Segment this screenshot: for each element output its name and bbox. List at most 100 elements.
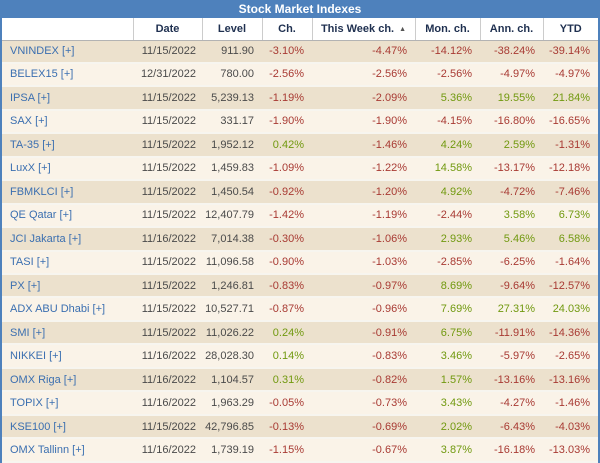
ytd-cell: -16.65% xyxy=(543,109,598,135)
week-change-cell: -0.83% xyxy=(312,344,415,369)
index-name-link[interactable]: OMX Tallinn [+] xyxy=(2,438,133,463)
month-change-cell: 5.36% xyxy=(415,86,480,111)
week-change-cell: -4.47% xyxy=(312,40,415,64)
column-header-label: Level xyxy=(217,22,247,35)
index-name-link[interactable]: TA-35 [+] xyxy=(2,133,133,158)
index-name-link[interactable]: VNINDEX [+] xyxy=(2,40,133,64)
column-header-ch[interactable]: Ch. xyxy=(262,18,313,41)
change-cell: 0.42% xyxy=(262,133,312,158)
index-name-link[interactable]: PX [+] xyxy=(2,274,133,299)
week-change-cell: -1.06% xyxy=(312,227,415,252)
index-name-link[interactable]: ADX ABU Dhabi [+] xyxy=(2,297,133,322)
level-cell: 1,459.83 xyxy=(202,156,262,182)
ytd-cell: 24.03% xyxy=(543,297,598,322)
annual-change-cell: 2.59% xyxy=(480,133,543,158)
index-name-link[interactable]: SMI [+] xyxy=(2,320,133,346)
index-name-link[interactable]: TASI [+] xyxy=(2,250,133,276)
annual-change-cell: -11.91% xyxy=(480,320,543,346)
column-header-blank[interactable] xyxy=(2,18,134,41)
date-cell: 11/15/2022 xyxy=(133,109,202,135)
index-name-link[interactable]: TOPIX [+] xyxy=(2,391,133,416)
column-header-label: YTD xyxy=(559,22,582,35)
change-cell: -0.90% xyxy=(262,250,312,276)
change-cell: -0.30% xyxy=(262,227,312,252)
ytd-cell: -14.36% xyxy=(543,320,598,346)
index-name-link[interactable]: IPSA [+] xyxy=(2,86,133,111)
column-header-ann-ch[interactable]: Ann. ch. xyxy=(480,18,544,41)
column-header-label: Ch. xyxy=(278,22,296,35)
column-header-this-week-ch[interactable]: This Week ch. ▲ xyxy=(312,18,416,41)
index-name-link[interactable]: LuxX [+] xyxy=(2,156,133,182)
month-change-cell: -2.56% xyxy=(415,62,480,88)
annual-change-cell: -13.16% xyxy=(480,367,543,393)
date-cell: 11/15/2022 xyxy=(133,274,202,299)
column-header-label: Date xyxy=(155,22,180,35)
table-body: VNINDEX [+] 11/15/2022 911.90 -3.10% -4.47% -… xyxy=(2,40,598,463)
annual-change-cell: -9.64% xyxy=(480,274,543,299)
week-change-cell: -1.03% xyxy=(312,250,415,276)
index-name-link[interactable]: SAX [+] xyxy=(2,109,133,135)
week-change-cell: -0.69% xyxy=(312,414,415,440)
annual-change-cell: 19.55% xyxy=(480,86,543,111)
table-row: OMX Riga [+] 11/16/2022 1,104.57 0.31% -0.82… xyxy=(2,367,598,393)
change-cell: -1.19% xyxy=(262,86,312,111)
date-cell: 11/15/2022 xyxy=(133,156,202,182)
date-cell: 11/15/2022 xyxy=(133,86,202,111)
level-cell: 12,407.79 xyxy=(202,203,262,229)
ytd-cell: -12.57% xyxy=(543,274,598,299)
week-change-cell: -1.22% xyxy=(312,156,415,182)
change-cell: -0.83% xyxy=(262,274,312,299)
index-name-link[interactable]: OMX Riga [+] xyxy=(2,367,133,393)
table-row: SMI [+] 11/15/2022 11,026.22 0.24% -0.91% 6.7… xyxy=(2,320,598,346)
index-name-link[interactable]: NIKKEI [+] xyxy=(2,344,133,369)
ytd-cell: -2.65% xyxy=(543,344,598,369)
level-cell: 42,796.85 xyxy=(202,414,262,440)
ytd-cell: 6.73% xyxy=(543,203,598,229)
annual-change-cell: -13.17% xyxy=(480,156,543,182)
month-change-cell: -2.85% xyxy=(415,250,480,276)
level-cell: 7,014.38 xyxy=(202,227,262,252)
annual-change-cell: 5.46% xyxy=(480,227,543,252)
change-cell: -3.10% xyxy=(262,40,312,64)
change-cell: -0.87% xyxy=(262,297,312,322)
header-row: Date Level Ch. This Week ch. ▲ Mon. ch. Ann. c… xyxy=(2,18,598,41)
month-change-cell: 2.93% xyxy=(415,227,480,252)
annual-change-cell: -5.97% xyxy=(480,344,543,369)
ytd-cell: -1.46% xyxy=(543,391,598,416)
week-change-cell: -2.56% xyxy=(312,62,415,88)
date-cell: 12/31/2022 xyxy=(133,62,202,88)
column-header-level[interactable]: Level xyxy=(202,18,263,41)
month-change-cell: 4.24% xyxy=(415,133,480,158)
level-cell: 11,026.22 xyxy=(202,320,262,346)
index-name-link[interactable]: QE Qatar [+] xyxy=(2,203,133,229)
level-cell: 28,028.30 xyxy=(202,344,262,369)
change-cell: 0.24% xyxy=(262,320,312,346)
index-name-link[interactable]: BELEX15 [+] xyxy=(2,62,133,88)
week-change-cell: -0.91% xyxy=(312,320,415,346)
level-cell: 1,104.57 xyxy=(202,367,262,393)
date-cell: 11/15/2022 xyxy=(133,40,202,64)
index-name-link[interactable]: JCI Jakarta [+] xyxy=(2,227,133,252)
date-cell: 11/16/2022 xyxy=(133,227,202,252)
month-change-cell: 2.02% xyxy=(415,414,480,440)
index-name-link[interactable]: KSE100 [+] xyxy=(2,414,133,440)
column-header-ytd[interactable]: YTD xyxy=(543,18,598,41)
column-header-mon-ch[interactable]: Mon. ch. xyxy=(415,18,481,41)
column-header-date[interactable]: Date xyxy=(133,18,203,41)
week-change-cell: -2.09% xyxy=(312,86,415,111)
ytd-cell: -1.31% xyxy=(543,133,598,158)
change-cell: -0.05% xyxy=(262,391,312,416)
level-cell: 1,952.12 xyxy=(202,133,262,158)
ytd-cell: -12.18% xyxy=(543,156,598,182)
annual-change-cell: -6.25% xyxy=(480,250,543,276)
month-change-cell: 1.57% xyxy=(415,367,480,393)
index-name-link[interactable]: FBMKLCI [+] xyxy=(2,180,133,205)
ytd-cell: -13.16% xyxy=(543,367,598,393)
week-change-cell: -0.96% xyxy=(312,297,415,322)
table-row: TA-35 [+] 11/15/2022 1,952.12 0.42% -1.46% 4.… xyxy=(2,133,598,158)
annual-change-cell: -16.18% xyxy=(480,438,543,463)
week-change-cell: -1.20% xyxy=(312,180,415,205)
level-cell: 1,739.19 xyxy=(202,438,262,463)
level-cell: 5,239.13 xyxy=(202,86,262,111)
